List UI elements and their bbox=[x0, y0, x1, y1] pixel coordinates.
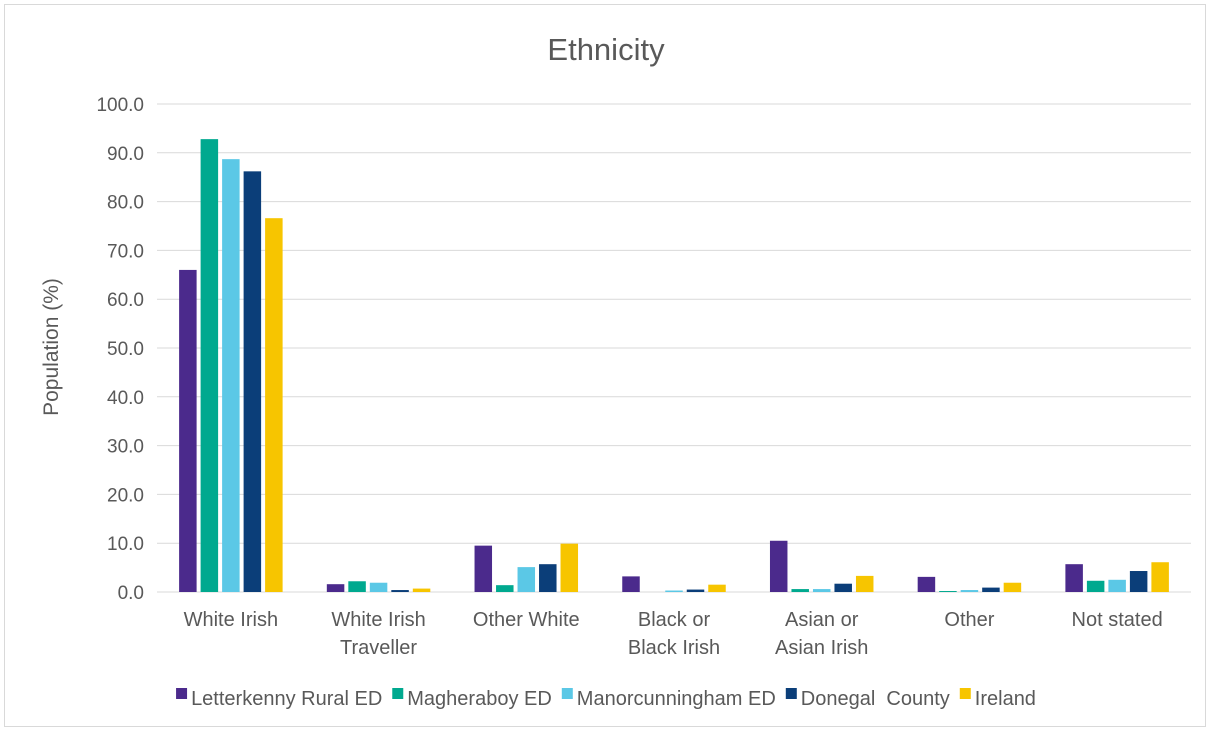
bar bbox=[243, 171, 262, 592]
y-tick-label: 10.0 bbox=[107, 534, 144, 555]
bar bbox=[982, 587, 1000, 592]
y-tick-label: 100.0 bbox=[96, 95, 144, 116]
bar bbox=[622, 576, 640, 592]
legend: Letterkenny Rural ED Magheraboy ED Manorcu… bbox=[176, 688, 1036, 710]
legend-marker bbox=[561, 688, 573, 699]
bar bbox=[960, 590, 979, 592]
bar bbox=[200, 139, 219, 593]
bar bbox=[474, 545, 493, 592]
legend-label: Letterkenny Rural ED bbox=[191, 688, 382, 710]
bars bbox=[179, 139, 1169, 593]
x-tick-label: Asian or bbox=[785, 609, 859, 631]
y-tick-label: 90.0 bbox=[107, 144, 144, 165]
bar bbox=[686, 589, 705, 592]
y-axis-label: Population (%) bbox=[40, 278, 63, 416]
bar bbox=[326, 584, 345, 592]
bar bbox=[812, 589, 831, 592]
legend-marker bbox=[959, 688, 971, 699]
legend-label: Manorcunningham ED bbox=[577, 688, 776, 710]
x-tick-label: White Irish bbox=[331, 609, 425, 631]
x-tick-label: Not stated bbox=[1072, 609, 1163, 631]
y-tick-label: 70.0 bbox=[107, 241, 144, 262]
bar bbox=[560, 543, 579, 592]
bar bbox=[265, 218, 283, 592]
y-tick-label: 40.0 bbox=[107, 388, 144, 409]
bar bbox=[1151, 562, 1169, 592]
y-tick-label: 50.0 bbox=[107, 339, 144, 360]
x-tick-labels: White Irish White Irish Traveller Other Whi… bbox=[184, 609, 1163, 659]
y-tick-labels: 0.0 10.0 20.0 30.0 40.0 50.0 60.0 70.0 80.0 90.0 1… bbox=[96, 95, 144, 604]
x-tick-label: White Irish bbox=[184, 609, 278, 631]
legend-marker bbox=[176, 688, 188, 699]
legend-label: Magheraboy ED bbox=[407, 688, 552, 710]
ethnicity-chart: Ethnicity Population (%) 0.0 10.0 20.0 30.0… bbox=[40, 32, 1191, 710]
y-tick-label: 20.0 bbox=[107, 485, 144, 506]
bar bbox=[517, 567, 536, 592]
bar bbox=[412, 588, 431, 592]
bar bbox=[939, 591, 957, 592]
chart-frame: Ethnicity Population (%) 0.0 10.0 20.0 30.0… bbox=[4, 4, 1206, 727]
legend-label: Ireland bbox=[975, 688, 1036, 710]
bar bbox=[769, 540, 788, 592]
x-tick-label: Other bbox=[944, 609, 994, 631]
bar bbox=[834, 583, 852, 592]
legend-marker bbox=[785, 688, 797, 699]
y-tick-label: 80.0 bbox=[107, 193, 144, 214]
x-tick-label: Traveller bbox=[340, 637, 417, 659]
legend-marker bbox=[392, 688, 404, 699]
bar bbox=[917, 576, 936, 592]
bar bbox=[855, 575, 874, 592]
bar bbox=[1003, 582, 1022, 592]
bar bbox=[1108, 579, 1126, 592]
bar bbox=[369, 582, 388, 592]
bar bbox=[1065, 564, 1083, 592]
bar bbox=[665, 590, 683, 592]
y-tick-label: 60.0 bbox=[107, 290, 144, 311]
bar bbox=[708, 584, 726, 592]
bar bbox=[791, 589, 809, 592]
bar bbox=[391, 590, 409, 592]
legend-label: Donegal County bbox=[801, 688, 950, 710]
bar bbox=[539, 564, 557, 592]
gridlines bbox=[157, 103, 1191, 593]
x-tick-label: Black Irish bbox=[628, 637, 720, 659]
x-tick-label: Black or bbox=[638, 609, 711, 631]
bar bbox=[348, 581, 366, 592]
bar bbox=[496, 585, 514, 592]
chart-title: Ethnicity bbox=[547, 32, 665, 67]
bar bbox=[179, 269, 197, 592]
bar bbox=[1086, 580, 1105, 592]
x-tick-label: Other White bbox=[473, 609, 580, 631]
bar bbox=[1129, 571, 1148, 592]
y-tick-label: 0.0 bbox=[118, 583, 144, 604]
y-tick-label: 30.0 bbox=[107, 437, 144, 458]
bar bbox=[222, 159, 240, 593]
x-tick-label: Asian Irish bbox=[775, 637, 868, 659]
